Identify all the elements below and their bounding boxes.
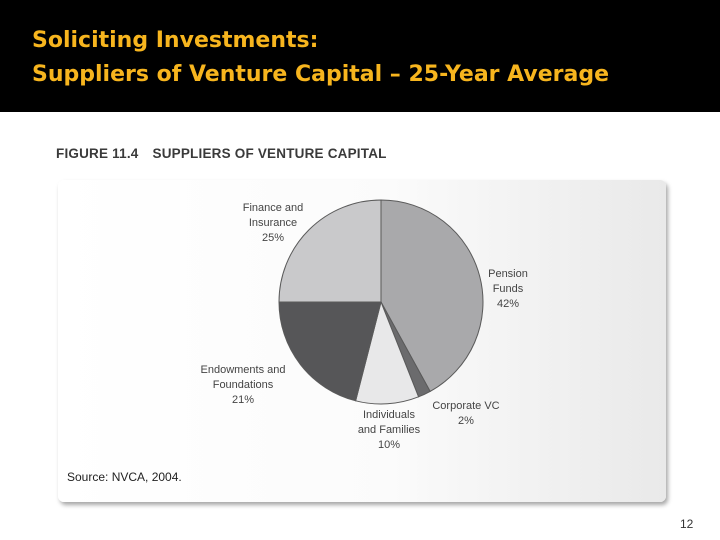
slide-title-line-1: Soliciting Investments:: [32, 28, 319, 53]
figure-number: FIGURE 11.4: [56, 146, 139, 161]
slice-label-line: 10%: [378, 439, 400, 451]
slice-label-finance-and-insurance: Finance and Insurance 25%: [243, 202, 304, 244]
slide-header: Soliciting Investments: Suppliers of Ven…: [0, 0, 720, 112]
slice-label-line: and Families: [358, 424, 421, 436]
figure-caption: FIGURE 11.4 SUPPLIERS OF VENTURE CAPITAL: [56, 146, 387, 161]
slice-label-line: 25%: [262, 232, 284, 244]
slice-label-line: Individuals: [363, 409, 415, 421]
pie-slice-endowments-and-foundations: [278, 301, 382, 402]
slice-label-individuals-and-families: Individuals and Families 10%: [358, 409, 421, 451]
slice-label-line: Endowments and: [201, 364, 286, 376]
figure-source: Source: NVCA, 2004.: [67, 470, 182, 484]
slice-label-line: Finance and: [243, 202, 304, 214]
slice-label-line: 42%: [497, 298, 519, 310]
slice-label-line: 21%: [232, 394, 254, 406]
slice-label-line: Funds: [493, 283, 524, 295]
slice-label-line: Corporate VC: [432, 400, 499, 412]
slice-label-line: Insurance: [249, 217, 297, 229]
slice-label-pension-funds: Pension Funds 42%: [488, 268, 528, 310]
page-number: 12: [680, 517, 694, 531]
slice-label-corporate-vc: Corporate VC 2%: [432, 400, 499, 427]
slide-title-line-2: Suppliers of Venture Capital – 25-Year A…: [32, 62, 610, 87]
slice-label-endowments-and-foundations: Endowments and Foundations 21%: [201, 364, 286, 406]
pie-slice-finance-and-insurance: [278, 199, 382, 303]
figure-title: SUPPLIERS OF VENTURE CAPITAL: [152, 146, 387, 161]
slice-label-line: Pension: [488, 268, 528, 280]
pie-slice-pension-funds: [380, 199, 484, 393]
slice-label-line: Foundations: [213, 379, 274, 391]
slice-label-line: 2%: [458, 415, 474, 427]
